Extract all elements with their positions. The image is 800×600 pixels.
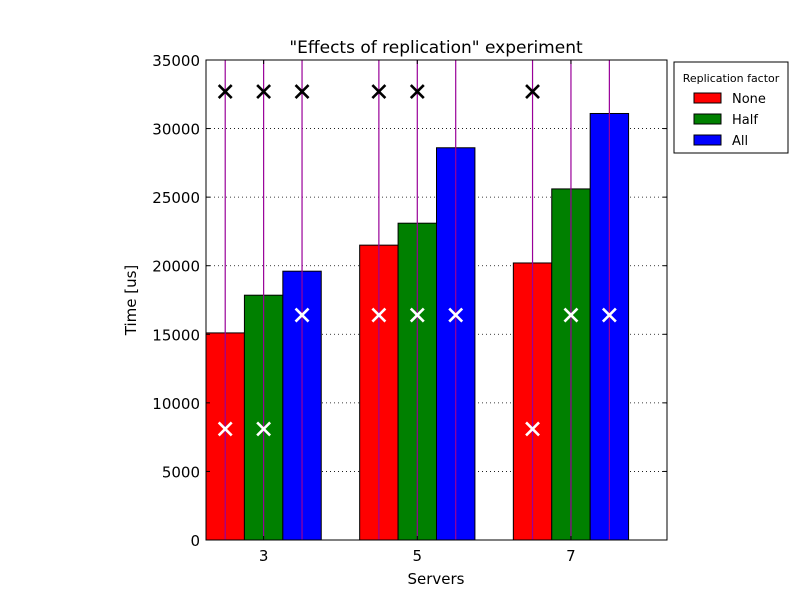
x-tick-label: 3 (259, 547, 269, 565)
y-tick-label: 30000 (152, 121, 200, 139)
annotation-lines (224, 60, 610, 540)
legend-label-half: Half (732, 113, 758, 128)
y-tick-label: 15000 (152, 326, 200, 344)
legend-title: Replication factor (683, 72, 780, 85)
legend-swatch-half (693, 113, 722, 125)
top-x-marker (409, 84, 425, 99)
in-bar-x-marker (601, 307, 617, 323)
in-bar-x-marker (256, 421, 272, 437)
legend-label-none: None (732, 92, 766, 107)
in-bar-x-marker (448, 307, 464, 323)
legend-label-all: All (732, 134, 748, 149)
in-bar-x-marker (563, 307, 579, 323)
top-x-marker (256, 84, 272, 99)
legend-box (673, 61, 789, 154)
legend-swatch-all (693, 134, 722, 146)
axis-layer: 0 5000 10000 15000 20000 25000 30000 35000 3 5 7 (152, 52, 667, 565)
legend-items: None Half All (693, 92, 766, 149)
legend: Replication factor None Half All (673, 61, 789, 154)
x-tick-label: 7 (566, 547, 576, 565)
top-x-marker (294, 84, 310, 99)
y-tick-label: 0 (190, 532, 200, 550)
legend-swatch-none (693, 92, 722, 104)
in-bar-x-marker (294, 307, 310, 323)
in-bar-x-marker (371, 307, 387, 323)
y-tick-label: 20000 (152, 258, 200, 276)
x-tick-label: 5 (413, 547, 423, 565)
annotation-markers (217, 84, 617, 437)
in-bar-x-marker (409, 307, 425, 323)
x-axis-label: Servers (407, 570, 464, 588)
top-x-marker (371, 84, 387, 99)
y-tick-label: 5000 (162, 463, 200, 481)
y-axis-label: Time [us] (122, 265, 140, 337)
in-bar-x-marker (217, 421, 233, 437)
top-x-marker (217, 84, 233, 99)
y-tick-label: 25000 (152, 189, 200, 207)
top-x-marker (525, 84, 540, 99)
in-bar-x-marker (525, 421, 540, 437)
y-tick-label: 35000 (152, 52, 200, 70)
y-tick-label: 10000 (152, 395, 200, 413)
chart-title: "Effects of replication" experiment (289, 38, 583, 58)
plot-frame (205, 59, 668, 541)
